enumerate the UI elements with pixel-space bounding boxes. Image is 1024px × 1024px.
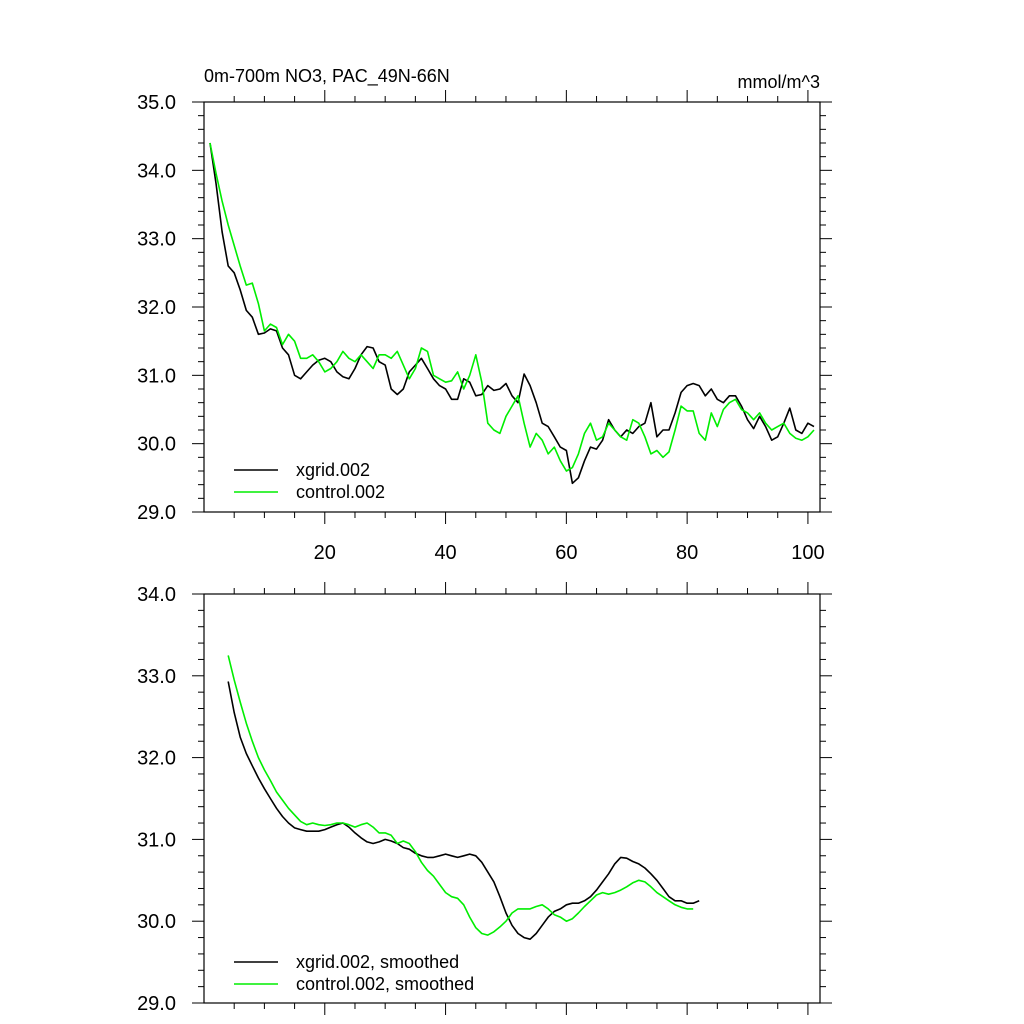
units-label: mmol/m^3 [738,72,820,92]
bottom-panel: 29.0 30.0 31.0 32.0 33.0 34.0 xgrid.002, smoot… [137,582,832,1015]
y-tick-label: 30.0 [137,911,176,933]
y-tick-label: 32.0 [137,297,176,319]
series-line-control [227,655,694,936]
y-tick-label: 29.0 [137,502,176,524]
y-tick-label: 30.0 [137,434,176,456]
legend-label-xgrid: xgrid.002 [296,460,370,480]
legend-label-xgrid: xgrid.002, smoothed [296,952,459,972]
y-tick-label: 34.0 [137,584,176,606]
chart-title: 0m-700m NO3, PAC_49N-66N [204,66,450,87]
y-tick-label: 31.0 [137,365,176,387]
y-tick-label: 35.0 [137,92,176,114]
x-tick-label: 80 [676,542,698,564]
top-panel: 0m-700m NO3, PAC_49N-66N mmol/m^3 29.0 30… [137,66,832,564]
legend-label-control: control.002 [296,482,385,502]
x-tick-label: 100 [791,542,824,564]
x-tick-label: 40 [434,542,456,564]
y-tick-label: 32.0 [137,748,176,770]
legend-label-control: control.002, smoothed [296,974,474,994]
x-tick-label: 60 [555,542,577,564]
series-line-control [209,142,815,472]
series-line-xgrid [227,681,700,941]
plot-frame [203,101,821,513]
y-tick-label: 33.0 [137,666,176,688]
plot-frame [203,593,821,1004]
y-tick-label: 31.0 [137,829,176,851]
x-tick-label: 20 [314,542,336,564]
y-tick-label: 29.0 [137,993,176,1015]
y-tick-label: 34.0 [137,160,176,182]
y-tick-label: 33.0 [137,229,176,251]
series-line-xgrid [209,142,815,485]
